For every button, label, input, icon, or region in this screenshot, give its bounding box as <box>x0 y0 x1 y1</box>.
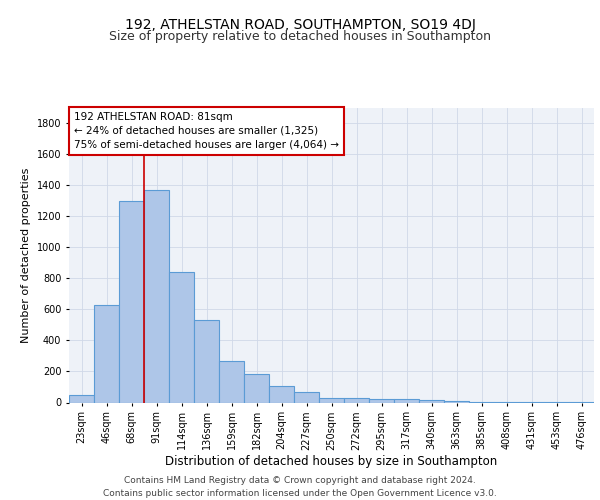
Bar <box>344 398 369 402</box>
Bar <box>394 400 419 402</box>
Bar <box>319 398 344 402</box>
Bar <box>269 386 294 402</box>
Bar <box>244 374 269 402</box>
Y-axis label: Number of detached properties: Number of detached properties <box>21 168 31 342</box>
Bar <box>419 400 444 402</box>
Bar <box>194 320 219 402</box>
Text: Contains HM Land Registry data © Crown copyright and database right 2024.
Contai: Contains HM Land Registry data © Crown c… <box>103 476 497 498</box>
Bar <box>144 190 169 402</box>
X-axis label: Distribution of detached houses by size in Southampton: Distribution of detached houses by size … <box>166 455 497 468</box>
Bar <box>444 401 469 402</box>
Bar <box>69 394 94 402</box>
Bar <box>294 392 319 402</box>
Text: 192 ATHELSTAN ROAD: 81sqm
← 24% of detached houses are smaller (1,325)
75% of se: 192 ATHELSTAN ROAD: 81sqm ← 24% of detac… <box>74 112 339 150</box>
Bar <box>369 400 394 402</box>
Text: Size of property relative to detached houses in Southampton: Size of property relative to detached ho… <box>109 30 491 43</box>
Bar <box>94 304 119 402</box>
Text: 192, ATHELSTAN ROAD, SOUTHAMPTON, SO19 4DJ: 192, ATHELSTAN ROAD, SOUTHAMPTON, SO19 4… <box>125 18 475 32</box>
Bar <box>169 272 194 402</box>
Bar <box>119 200 144 402</box>
Bar <box>219 360 244 403</box>
